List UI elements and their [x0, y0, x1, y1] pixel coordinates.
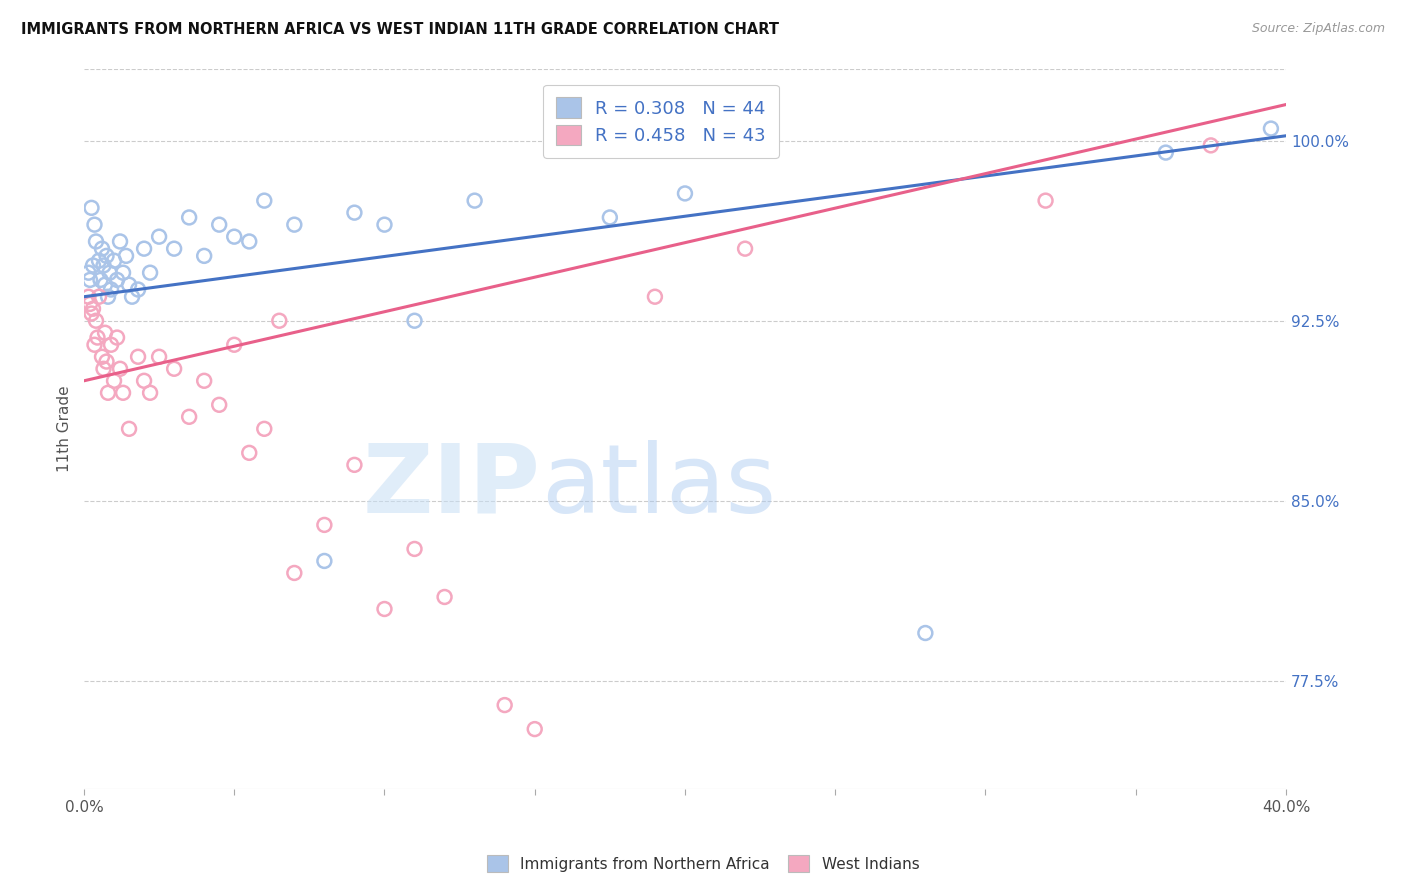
- Point: [433, 590, 456, 604]
- Legend: R = 0.308   N = 44, R = 0.458   N = 43: R = 0.308 N = 44, R = 0.458 N = 43: [543, 85, 779, 158]
- Point: [224, 229, 246, 244]
- Text: ZIP: ZIP: [363, 440, 541, 533]
- Point: [87, 290, 110, 304]
- Point: [115, 249, 138, 263]
- Point: [269, 314, 291, 328]
- Point: [89, 273, 111, 287]
- Point: [224, 338, 246, 352]
- Point: [84, 235, 107, 249]
- Point: [79, 273, 101, 287]
- Point: [108, 361, 131, 376]
- Point: [79, 297, 101, 311]
- Point: [494, 698, 516, 712]
- Point: [193, 249, 215, 263]
- Point: [100, 338, 122, 352]
- Point: [94, 277, 117, 292]
- Point: [77, 266, 100, 280]
- Point: [100, 283, 122, 297]
- Point: [105, 273, 128, 287]
- Point: [97, 385, 120, 400]
- Point: [108, 235, 131, 249]
- Text: atlas: atlas: [541, 440, 776, 533]
- Point: [83, 338, 105, 352]
- Legend: Immigrants from Northern Africa, West Indians: Immigrants from Northern Africa, West In…: [479, 847, 927, 880]
- Text: IMMIGRANTS FROM NORTHERN AFRICA VS WEST INDIAN 11TH GRADE CORRELATION CHART: IMMIGRANTS FROM NORTHERN AFRICA VS WEST …: [21, 22, 779, 37]
- Point: [404, 541, 426, 556]
- Point: [193, 374, 215, 388]
- Point: [80, 306, 103, 320]
- Point: [373, 602, 395, 616]
- Point: [132, 242, 155, 256]
- Point: [83, 218, 105, 232]
- Point: [127, 283, 149, 297]
- Point: [1035, 194, 1057, 208]
- Text: Source: ZipAtlas.com: Source: ZipAtlas.com: [1251, 22, 1385, 36]
- Point: [121, 290, 143, 304]
- Point: [523, 722, 546, 736]
- Point: [464, 194, 486, 208]
- Point: [1199, 138, 1222, 153]
- Point: [148, 229, 170, 244]
- Point: [139, 266, 162, 280]
- Point: [91, 350, 114, 364]
- Point: [163, 242, 186, 256]
- Point: [238, 446, 260, 460]
- Point: [599, 211, 621, 225]
- Point: [112, 266, 135, 280]
- Point: [82, 301, 104, 316]
- Point: [343, 458, 366, 472]
- Point: [179, 409, 201, 424]
- Point: [253, 422, 276, 436]
- Point: [118, 422, 141, 436]
- Point: [373, 218, 395, 232]
- Point: [103, 374, 125, 388]
- Y-axis label: 11th Grade: 11th Grade: [58, 385, 72, 472]
- Point: [1260, 121, 1282, 136]
- Point: [96, 354, 118, 368]
- Point: [132, 374, 155, 388]
- Point: [283, 218, 305, 232]
- Point: [86, 330, 108, 344]
- Point: [314, 554, 336, 568]
- Point: [404, 314, 426, 328]
- Point: [673, 186, 696, 201]
- Point: [127, 350, 149, 364]
- Point: [96, 249, 118, 263]
- Point: [139, 385, 162, 400]
- Point: [734, 242, 756, 256]
- Point: [112, 385, 135, 400]
- Point: [98, 266, 121, 280]
- Point: [91, 242, 114, 256]
- Point: [93, 259, 115, 273]
- Point: [1154, 145, 1177, 160]
- Point: [238, 235, 260, 249]
- Point: [82, 259, 104, 273]
- Point: [94, 326, 117, 340]
- Point: [87, 253, 110, 268]
- Point: [163, 361, 186, 376]
- Point: [80, 201, 103, 215]
- Point: [103, 253, 125, 268]
- Point: [253, 194, 276, 208]
- Point: [148, 350, 170, 364]
- Point: [97, 290, 120, 304]
- Point: [179, 211, 201, 225]
- Point: [314, 517, 336, 532]
- Point: [208, 218, 231, 232]
- Point: [343, 205, 366, 219]
- Point: [77, 290, 100, 304]
- Point: [914, 626, 936, 640]
- Point: [84, 314, 107, 328]
- Point: [105, 330, 128, 344]
- Point: [208, 398, 231, 412]
- Point: [93, 361, 115, 376]
- Point: [283, 566, 305, 580]
- Point: [644, 290, 666, 304]
- Point: [118, 277, 141, 292]
